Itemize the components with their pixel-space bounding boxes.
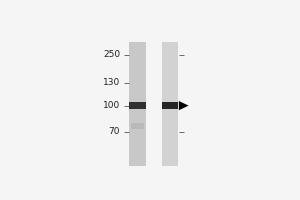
- Text: 100: 100: [103, 101, 120, 110]
- Text: 250: 250: [103, 50, 120, 59]
- Bar: [129, 102, 146, 109]
- Bar: [162, 42, 178, 166]
- Polygon shape: [179, 101, 189, 110]
- Text: 130: 130: [103, 78, 120, 87]
- Text: 70: 70: [109, 127, 120, 136]
- Bar: [129, 42, 146, 166]
- Bar: [162, 102, 178, 109]
- Bar: [130, 123, 145, 129]
